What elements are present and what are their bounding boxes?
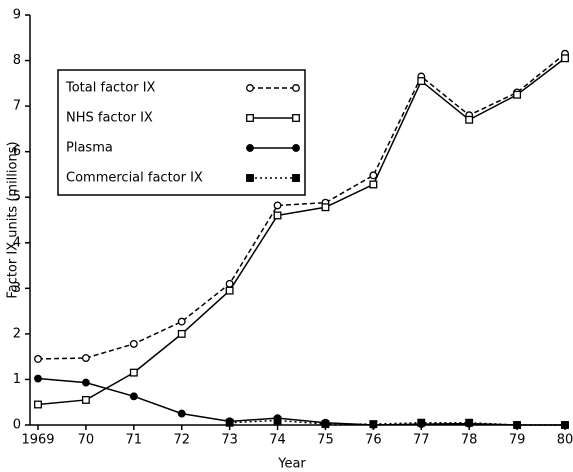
- y-axis-label: Factor IX units (millions): [6, 141, 21, 298]
- y-tick-label: 6: [13, 144, 21, 159]
- x-tick-label: 73: [221, 433, 238, 448]
- point: [34, 354, 42, 363]
- y-tick-label: 9: [13, 8, 21, 23]
- y-tick-label: 7: [13, 99, 21, 114]
- point: [417, 418, 426, 427]
- point: [292, 144, 300, 152]
- point: [369, 420, 378, 429]
- point: [292, 114, 300, 122]
- y-tick-label: 4: [13, 235, 21, 250]
- point: [34, 374, 42, 383]
- y-tick-label: 0: [13, 418, 21, 433]
- point: [292, 84, 300, 92]
- legend-box: [57, 69, 306, 196]
- point: [246, 84, 254, 92]
- y-tick-label: 5: [13, 190, 21, 205]
- legend-label: Commercial factor IX: [66, 171, 203, 186]
- point: [292, 174, 300, 182]
- point: [177, 409, 186, 418]
- point: [246, 114, 254, 122]
- point: [273, 201, 282, 210]
- point: [273, 416, 282, 425]
- point: [561, 54, 569, 63]
- series-line: [37, 377, 565, 426]
- legend-label: NHS factor IX: [66, 111, 153, 126]
- point: [246, 144, 254, 152]
- x-tick-label: 77: [413, 433, 430, 448]
- point: [369, 180, 378, 189]
- series-line: [37, 57, 566, 406]
- x-tick-label: 70: [78, 433, 95, 448]
- y-tick-label: 1: [13, 372, 21, 387]
- point: [246, 174, 254, 182]
- legend-label: Plasma: [66, 141, 113, 156]
- point: [225, 286, 234, 295]
- y-tick-label: 3: [13, 281, 21, 296]
- x-tick-label: 71: [126, 433, 143, 448]
- y-tick-label: 8: [13, 53, 21, 68]
- series-line: [37, 53, 566, 360]
- point: [465, 115, 474, 124]
- x-tick-label: 75: [317, 433, 334, 448]
- x-axis-label: Year: [277, 457, 306, 472]
- point: [465, 418, 474, 427]
- x-tick-label: 1969: [21, 433, 54, 448]
- point: [129, 368, 138, 377]
- point: [321, 203, 330, 212]
- point: [34, 400, 42, 409]
- point: [177, 329, 186, 338]
- point: [561, 421, 569, 429]
- point: [225, 418, 234, 427]
- point: [417, 77, 426, 86]
- x-tick-label: 72: [173, 433, 190, 448]
- x-tick-label: 78: [461, 433, 478, 448]
- point: [81, 378, 90, 387]
- point: [129, 339, 138, 348]
- point: [513, 421, 522, 429]
- point: [273, 211, 282, 220]
- x-tick-label: 76: [365, 433, 382, 448]
- point: [129, 392, 138, 401]
- x-tick-label: 80: [557, 433, 573, 448]
- point: [513, 90, 522, 99]
- x-tick-label: 74: [269, 433, 286, 448]
- point: [81, 354, 90, 362]
- series-line: [229, 419, 565, 426]
- y-tick-label: 2: [13, 326, 21, 341]
- x-tick-label: 79: [509, 433, 526, 448]
- point: [177, 317, 186, 326]
- point: [369, 171, 378, 180]
- legend-label: Total factor IX: [65, 81, 156, 96]
- point: [81, 395, 90, 404]
- point: [321, 420, 330, 429]
